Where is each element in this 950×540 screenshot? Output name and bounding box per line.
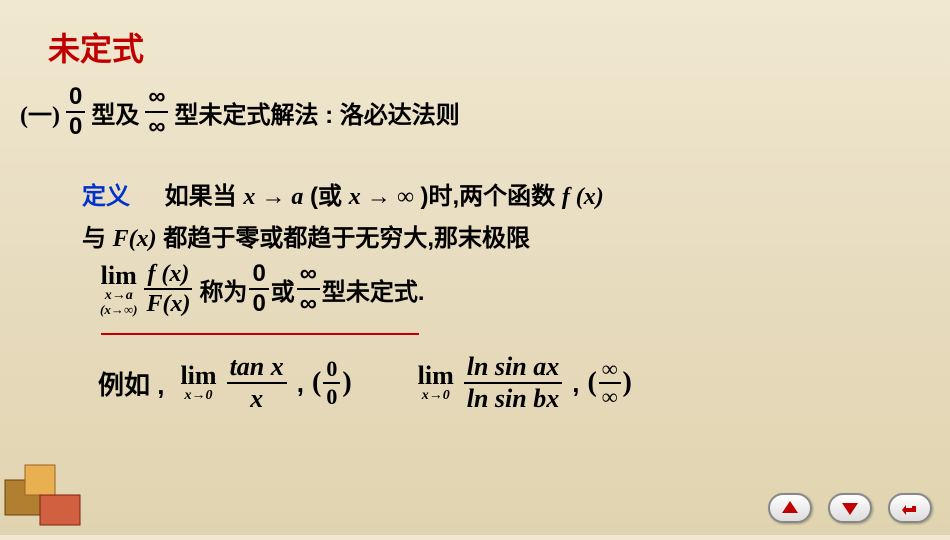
example-row: 例如 , lim x→0 tan x x , ( 0 0 ) lim x→0 l…: [98, 354, 632, 412]
frac-inf-inf: ∞ ∞: [297, 262, 320, 316]
frac-den: ∞: [145, 113, 168, 139]
example-label: 例如 ,: [98, 365, 164, 402]
text: 称为: [199, 272, 247, 307]
frac-num: tan x: [227, 354, 287, 384]
definition-line-2: 与 F(x) 都趋于零或都趋于无穷大,那末极限: [82, 218, 530, 253]
frac-num: 0: [249, 262, 268, 290]
frac-den: x: [247, 384, 266, 412]
text: 都趋于零或都趋于无穷大,那末极限: [163, 225, 530, 252]
lim-sub: x→0: [422, 389, 450, 403]
corner-shapes-svg: [0, 445, 90, 535]
text: 型未定式解法 : 洛必达法则: [174, 95, 459, 130]
frac-lnsin: ln sin ax ln sin bx: [464, 354, 563, 412]
limit-operator: lim x→0: [180, 363, 216, 403]
definition-line-1: 定义 如果当 x → a (或 x → ∞ )时,两个函数 f (x): [82, 176, 604, 211]
frac-den: 0: [323, 384, 340, 408]
arrow-down-icon: [840, 498, 860, 518]
lim-sub2: (x→∞): [100, 303, 137, 316]
math: x → a: [243, 184, 303, 210]
text: 或: [271, 272, 295, 307]
paren-frac-inf-inf: ( ∞ ∞ ): [587, 358, 631, 408]
frac-den: ∞: [599, 384, 621, 408]
lim-text: lim: [418, 363, 454, 389]
frac-den: F(x): [143, 290, 193, 316]
text: )时,两个函数: [420, 183, 555, 210]
paren-l: (: [587, 367, 596, 399]
lim-sub: x→0: [185, 389, 213, 403]
limit-operator: lim x→0: [418, 363, 454, 403]
frac-den: 0: [66, 113, 85, 139]
frac-num: 0: [323, 358, 340, 384]
frac-num: 0: [66, 85, 85, 113]
section-heading: (一) 0 0 型及 ∞ ∞ 型未定式解法 : 洛必达法则: [20, 85, 460, 139]
section-prefix: (一): [20, 95, 60, 130]
nav-buttons: [768, 493, 932, 523]
limit-operator: lim x→a (x→∞): [100, 263, 137, 316]
lim-sub: x→a: [105, 289, 133, 303]
math: x → ∞: [349, 184, 414, 210]
corner-decoration: [0, 445, 90, 535]
frac-fx-Fx: f (x) F(x): [143, 262, 193, 316]
comma: ,: [297, 368, 304, 399]
arrow-up-icon: [780, 498, 800, 518]
frac: 0 0: [323, 358, 340, 408]
nav-up-button[interactable]: [768, 493, 812, 523]
frac-den: ∞: [297, 290, 320, 316]
paren-frac-0-0: ( 0 0 ): [312, 358, 352, 408]
text: 型及: [91, 95, 139, 130]
frac-tanx-x: tan x x: [227, 354, 287, 412]
math: f (x): [562, 184, 604, 210]
frac-0-0: 0 0: [249, 262, 268, 316]
frac-den: 0: [249, 290, 268, 316]
frac-num: ∞: [145, 85, 168, 113]
return-icon: [900, 498, 920, 518]
text: 与: [82, 225, 106, 252]
frac-num: ∞: [599, 358, 621, 384]
frac-0-0: 0 0: [66, 85, 85, 139]
nav-down-button[interactable]: [828, 493, 872, 523]
definition-label: 定义: [82, 183, 130, 210]
comma: ,: [572, 368, 579, 399]
lim-text: lim: [101, 263, 137, 289]
limit-expression: lim x→a (x→∞) f (x) F(x) 称为 0 0 或 ∞ ∞ 型未…: [100, 262, 425, 316]
nav-return-button[interactable]: [888, 493, 932, 523]
frac-inf-inf: ∞ ∞: [145, 85, 168, 139]
frac-num: ∞: [297, 262, 320, 290]
text: 如果当: [165, 183, 237, 210]
math: F(x): [113, 226, 157, 252]
paren-r: ): [342, 367, 351, 399]
paren-r: ): [623, 367, 632, 399]
frac-num: f (x): [144, 262, 192, 290]
text: 型未定式.: [322, 272, 425, 307]
text: (或: [310, 183, 342, 210]
frac: ∞ ∞: [599, 358, 621, 408]
frac-num: ln sin ax: [464, 354, 563, 384]
page-title: 未定式: [48, 24, 144, 70]
frac-den: ln sin bx: [464, 384, 563, 412]
lim-text: lim: [180, 363, 216, 389]
red-underline: [101, 333, 419, 335]
paren-l: (: [312, 367, 321, 399]
